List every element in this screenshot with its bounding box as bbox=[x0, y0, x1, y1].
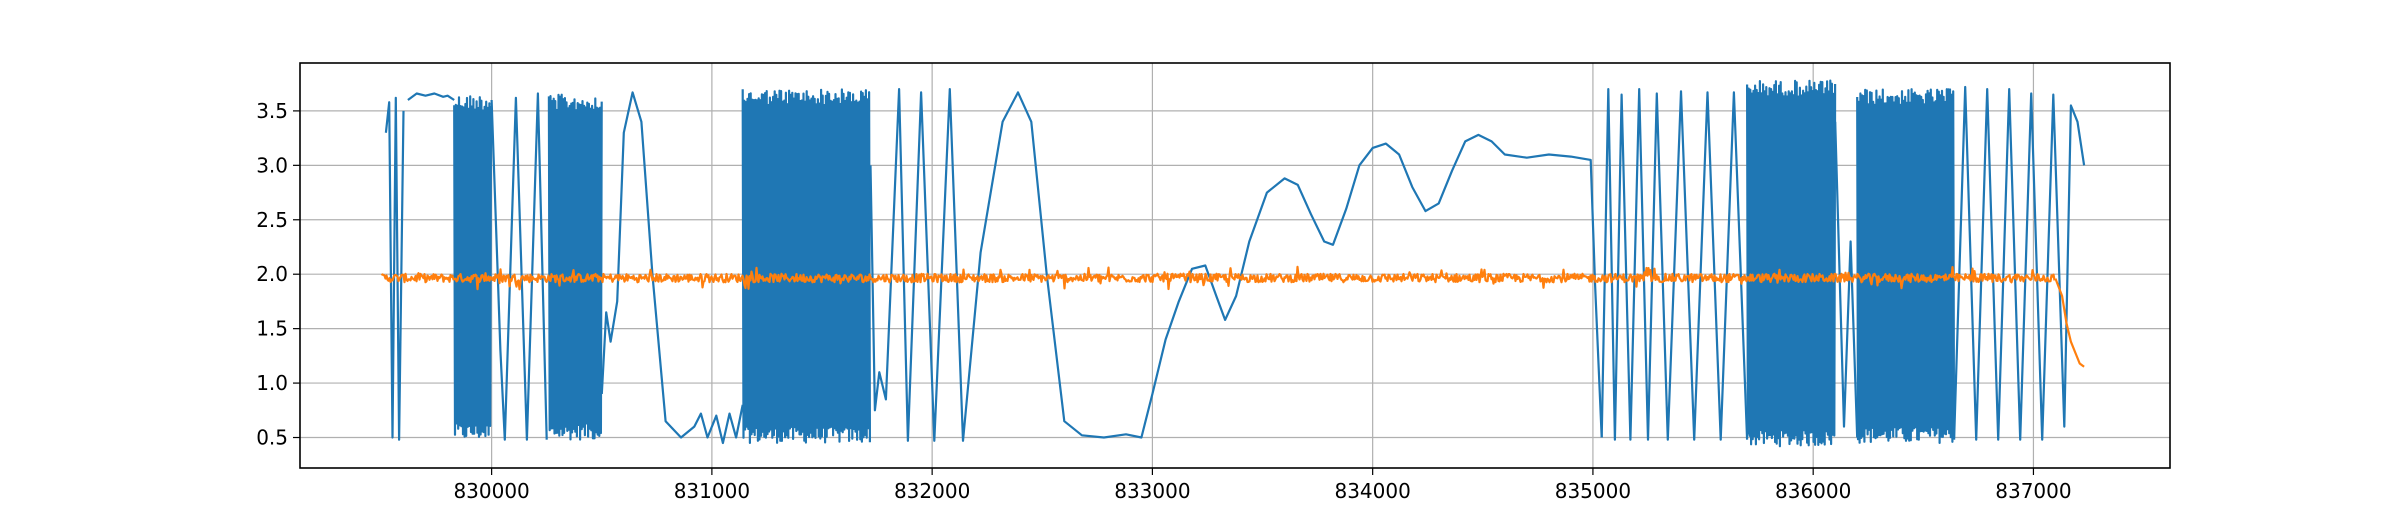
y-tick-label: 2.5 bbox=[256, 208, 288, 232]
series-1 bbox=[384, 79, 2086, 448]
series-line-segment bbox=[490, 92, 548, 441]
y-tick-label: 3.5 bbox=[256, 99, 288, 123]
y-tick-label: 3.0 bbox=[256, 153, 288, 177]
y-tick-label: 0.5 bbox=[256, 426, 288, 450]
plot-frame bbox=[299, 62, 2171, 469]
x-tick-label: 833000 bbox=[1114, 479, 1190, 503]
series-line-segment bbox=[1856, 88, 1956, 444]
series-line-segment bbox=[407, 92, 455, 101]
series-line-segment bbox=[547, 93, 603, 441]
series-line-segment bbox=[869, 88, 1603, 442]
series-layer bbox=[380, 79, 2086, 448]
x-tick-label: 837000 bbox=[1995, 479, 2071, 503]
series-line-segment bbox=[384, 96, 405, 441]
x-tick-label: 834000 bbox=[1334, 479, 1410, 503]
series-line-segment bbox=[1600, 88, 1749, 441]
x-tick-label: 831000 bbox=[674, 479, 750, 503]
series-line-segment bbox=[2054, 278, 2085, 368]
x-tick-label: 835000 bbox=[1555, 479, 1631, 503]
series-line-segment bbox=[1953, 85, 2086, 441]
series-line-segment bbox=[453, 95, 493, 438]
y-tick-label: 1.5 bbox=[256, 317, 288, 341]
series-2 bbox=[380, 265, 2085, 368]
y-tick-label: 1.0 bbox=[256, 371, 288, 395]
series-line-segment bbox=[380, 265, 2056, 291]
x-tick-label: 830000 bbox=[453, 479, 529, 503]
series-line-segment bbox=[600, 91, 744, 445]
y-tick-label: 2.0 bbox=[256, 262, 288, 286]
y-axis: 0.5 1.0 1.5 2.0 2.5 3.0 3.5 bbox=[256, 99, 300, 450]
x-axis: 830000 831000 832000 833000 834000 835000 8360… bbox=[453, 468, 2072, 503]
series-line-segment bbox=[741, 88, 871, 444]
x-tick-label: 832000 bbox=[894, 479, 970, 503]
x-tick-label: 836000 bbox=[1775, 479, 1851, 503]
series-line-segment bbox=[1834, 121, 1859, 438]
series-line-segment bbox=[1746, 79, 1837, 448]
